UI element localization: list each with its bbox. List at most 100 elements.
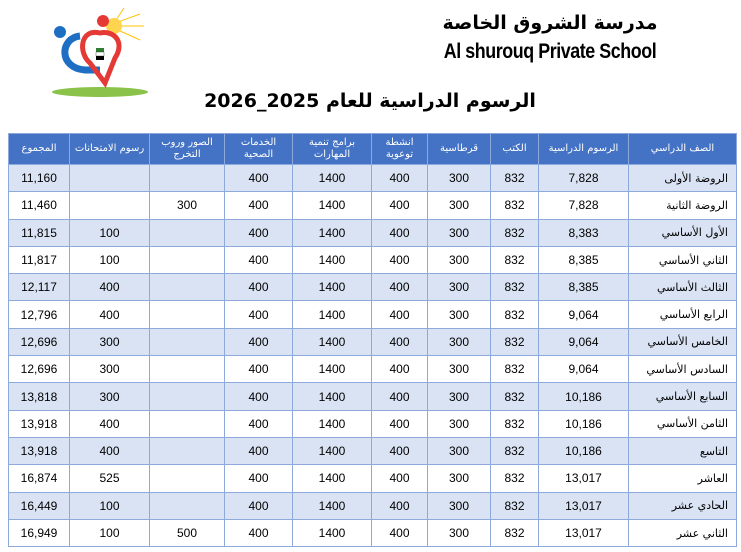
fee-cell: 7,828 [538, 163, 629, 193]
fee-cell: 12,696 [8, 327, 70, 357]
table-row: الحادي عشر 13,017 832 300 400 1400 400 100 16,44… [8, 491, 737, 520]
fee-cell: 300 [427, 163, 491, 193]
fee-cell: 10,186 [538, 409, 629, 438]
fee-cell: 832 [490, 327, 539, 357]
fee-cell: 832 [490, 163, 539, 193]
grade-cell: التاسع [628, 436, 737, 466]
fee-cell: 12,696 [8, 355, 70, 384]
fee-cell: 1400 [292, 409, 372, 438]
fee-cell: 400 [224, 273, 293, 302]
fee-cell: 400 [371, 191, 428, 220]
fee-cell: 13,017 [538, 464, 629, 493]
fee-cell [149, 300, 225, 329]
fee-cell: 832 [490, 300, 539, 329]
grade-cell: العاشر [628, 464, 737, 493]
fees-table: الصف الدراسي الرسوم الدراسية الكتب قرطاسية ا… [8, 133, 737, 548]
table-row: الخامس الأساسي 9,064 832 300 400 1400 400 300 12… [8, 327, 737, 357]
fee-cell: 400 [371, 436, 428, 466]
fee-cell: 1400 [292, 163, 372, 193]
school-name-arabic: مدرسة الشروق الخاصة [442, 12, 658, 34]
table-row: الروضة الأولى 7,828 832 300 400 1400 400 11,160 [8, 163, 737, 193]
fee-cell: 300 [427, 355, 491, 384]
fee-cell: 1400 [292, 218, 372, 247]
table-row: التاسع 10,186 832 300 400 1400 400 400 13,918 [8, 436, 737, 466]
fee-cell: 832 [490, 491, 539, 520]
fee-cell [149, 355, 225, 384]
fee-cell: 1400 [292, 491, 372, 520]
fee-cell: 13,918 [8, 436, 70, 466]
fee-cell: 300 [427, 273, 491, 302]
fee-cell: 300 [427, 300, 491, 329]
fee-cell: 9,064 [538, 355, 629, 384]
column-header: برامج تنمية المهارات [292, 133, 372, 165]
fee-cell: 400 [371, 218, 428, 247]
fee-cell: 400 [371, 382, 428, 411]
fee-cell: 300 [427, 327, 491, 357]
fee-cell: 400 [371, 163, 428, 193]
fee-cell: 300 [427, 409, 491, 438]
school-logo [52, 8, 148, 97]
column-header: الكتب [490, 133, 539, 165]
table-row: الثامن الأساسي 10,186 832 300 400 1400 400 400 1… [8, 409, 737, 438]
fee-cell: 400 [224, 464, 293, 493]
fee-cell: 400 [224, 491, 293, 520]
fee-cell: 300 [427, 245, 491, 275]
grade-cell: الخامس الأساسي [628, 327, 737, 357]
grade-cell: الثالث الأساسي [628, 273, 737, 302]
table-row: الروضة الثانية 7,828 832 300 400 1400 400 300 11… [8, 191, 737, 220]
fee-cell: 400 [224, 409, 293, 438]
fee-cell: 832 [490, 382, 539, 411]
fee-cell: 400 [224, 518, 293, 548]
fee-cell: 400 [371, 491, 428, 520]
grade-cell: الروضة الأولى [628, 163, 737, 193]
fee-cell: 8,385 [538, 245, 629, 275]
fee-cell: 300 [427, 191, 491, 220]
grade-cell: الأول الأساسي [628, 218, 737, 247]
fee-cell: 832 [490, 273, 539, 302]
fee-cell: 832 [490, 518, 539, 548]
fee-cell: 400 [371, 409, 428, 438]
page-title: الرسوم الدراسية للعام 2025_2026 [204, 90, 536, 112]
fee-cell: 1400 [292, 464, 372, 493]
fee-cell: 9,064 [538, 327, 629, 357]
fee-cell: 832 [490, 245, 539, 275]
fee-cell: 13,017 [538, 518, 629, 548]
fee-cell [149, 436, 225, 466]
fee-cell: 300 [427, 436, 491, 466]
fee-cell: 10,186 [538, 382, 629, 411]
fee-cell: 11,160 [8, 163, 70, 193]
fee-cell: 300 [427, 218, 491, 247]
fee-cell: 16,874 [8, 464, 70, 493]
fee-cell: 832 [490, 464, 539, 493]
fee-cell: 300 [427, 518, 491, 548]
grade-cell: الثاني عشر [628, 518, 737, 548]
fee-cell: 13,017 [538, 491, 629, 520]
fee-cell: 300 [69, 355, 150, 384]
fee-cell: 13,818 [8, 382, 70, 411]
fee-cell: 8,385 [538, 273, 629, 302]
fee-cell: 7,828 [538, 191, 629, 220]
fee-cell: 1400 [292, 518, 372, 548]
fee-cell: 400 [371, 273, 428, 302]
fee-cell [149, 273, 225, 302]
fee-cell: 525 [69, 464, 150, 493]
fee-cell [149, 163, 225, 193]
fee-cell: 400 [371, 245, 428, 275]
fee-cell: 300 [427, 464, 491, 493]
fee-cell: 400 [69, 300, 150, 329]
fee-cell: 100 [69, 245, 150, 275]
fee-cell: 12,796 [8, 300, 70, 329]
fee-cell: 400 [371, 300, 428, 329]
fee-cell: 400 [371, 327, 428, 357]
fee-cell: 100 [69, 518, 150, 548]
column-header: الرسوم الدراسية [538, 133, 629, 165]
fee-cell: 400 [224, 382, 293, 411]
fee-cell: 400 [69, 409, 150, 438]
grade-cell: الحادي عشر [628, 491, 737, 520]
fee-cell: 400 [224, 300, 293, 329]
column-header: انشطة توعوية [371, 133, 428, 165]
table-row: الأول الأساسي 8,383 832 300 400 1400 400 100 11,… [8, 218, 737, 247]
fee-cell: 1400 [292, 436, 372, 466]
table-row: الثاني الأساسي 8,385 832 300 400 1400 400 100 11… [8, 245, 737, 275]
fee-cell: 100 [69, 218, 150, 247]
